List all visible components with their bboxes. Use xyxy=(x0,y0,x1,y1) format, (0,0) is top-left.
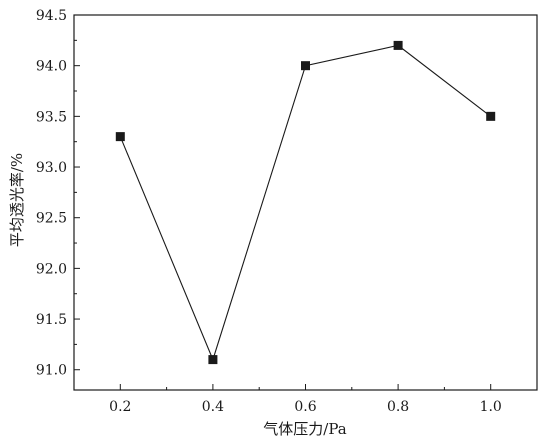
plot-frame xyxy=(73,14,538,391)
data-point xyxy=(115,132,125,142)
data-point xyxy=(486,111,496,121)
data-point xyxy=(208,355,218,365)
y-tick-label: 92.5 xyxy=(36,211,67,227)
x-axis-ticks: 0.2 0.4 0.6 0.8 1.0 xyxy=(109,384,502,415)
y-tick-label: 94.0 xyxy=(36,59,67,75)
data-point xyxy=(301,61,310,71)
plot-border xyxy=(73,14,538,391)
x-tick-label: 1.0 xyxy=(480,399,502,415)
y-tick-label: 93.5 xyxy=(36,109,67,125)
y-tick-label: 94.5 xyxy=(36,8,67,24)
y-tick-label: 93.0 xyxy=(36,160,67,176)
y-axis-ticks: 91.0 91.5 92.0 92.5 93.0 93.5 94.0 94.5 xyxy=(36,8,80,379)
x-tick-label: 0.8 xyxy=(387,399,409,415)
x-axis-label: 气体压力/Pa xyxy=(263,420,346,438)
y-tick-label: 91.5 xyxy=(36,312,67,328)
x-tick-label: 0.4 xyxy=(202,399,224,415)
x-tick-label: 0.6 xyxy=(294,399,316,415)
series-line xyxy=(119,44,492,362)
y-axis-label: 平均透光率/% xyxy=(8,153,26,247)
data-point xyxy=(393,40,403,50)
y-tick-label: 92.0 xyxy=(36,261,67,277)
data-series xyxy=(115,40,496,365)
x-tick-label: 0.2 xyxy=(109,399,131,415)
y-tick-label: 91.0 xyxy=(36,363,67,379)
